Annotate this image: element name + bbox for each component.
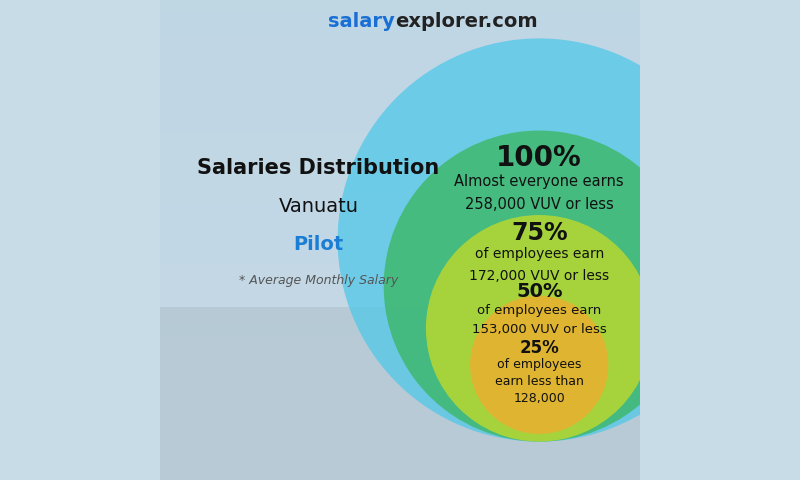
Text: 153,000 VUV or less: 153,000 VUV or less: [472, 324, 606, 336]
Bar: [160, 144, 640, 156]
Bar: [160, 468, 640, 480]
Bar: [160, 12, 640, 24]
Bar: [160, 168, 640, 180]
Bar: [160, 360, 640, 372]
Bar: [160, 307, 640, 480]
Text: Pilot: Pilot: [294, 235, 343, 254]
Text: Vanuatu: Vanuatu: [278, 197, 358, 216]
Text: explorer.com: explorer.com: [395, 12, 538, 31]
Bar: [160, 204, 640, 216]
Bar: [160, 108, 640, 120]
Bar: [160, 120, 640, 132]
Bar: [160, 180, 640, 192]
Text: 25%: 25%: [519, 338, 559, 357]
Text: of employees earn: of employees earn: [474, 247, 604, 262]
Bar: [160, 252, 640, 264]
Bar: [160, 96, 640, 108]
Text: 75%: 75%: [511, 221, 567, 245]
Text: of employees: of employees: [497, 358, 582, 371]
Bar: [160, 348, 640, 360]
Text: 100%: 100%: [496, 144, 582, 172]
Bar: [160, 372, 640, 384]
Bar: [160, 276, 640, 288]
Bar: [160, 60, 640, 72]
Bar: [160, 300, 640, 312]
Text: Salaries Distribution: Salaries Distribution: [198, 158, 439, 178]
Bar: [160, 24, 640, 36]
Text: 128,000: 128,000: [514, 392, 565, 405]
Bar: [160, 324, 640, 336]
Text: 50%: 50%: [516, 282, 562, 301]
Text: of employees earn: of employees earn: [477, 304, 602, 317]
Text: * Average Monthly Salary: * Average Monthly Salary: [238, 274, 398, 287]
Bar: [160, 264, 640, 276]
Text: Almost everyone earns: Almost everyone earns: [454, 174, 624, 189]
Bar: [160, 336, 640, 348]
Text: salary: salary: [329, 12, 395, 31]
Text: 258,000 VUV or less: 258,000 VUV or less: [465, 197, 614, 212]
Bar: [160, 384, 640, 396]
Bar: [160, 228, 640, 240]
Bar: [160, 72, 640, 84]
Bar: [160, 312, 640, 324]
Bar: [160, 240, 640, 252]
Bar: [160, 396, 640, 408]
Circle shape: [426, 215, 653, 442]
Bar: [160, 432, 640, 444]
Circle shape: [384, 131, 694, 442]
Bar: [160, 48, 640, 60]
Bar: [160, 192, 640, 204]
Bar: [160, 444, 640, 456]
Bar: [160, 36, 640, 48]
Circle shape: [338, 38, 741, 442]
Circle shape: [470, 296, 608, 434]
Bar: [160, 156, 640, 168]
Bar: [160, 216, 640, 228]
Text: earn less than: earn less than: [494, 375, 584, 388]
Bar: [160, 456, 640, 468]
Bar: [160, 288, 640, 300]
Text: 172,000 VUV or less: 172,000 VUV or less: [469, 268, 610, 283]
Bar: [160, 420, 640, 432]
Bar: [160, 408, 640, 420]
Bar: [160, 132, 640, 144]
Bar: [160, 84, 640, 96]
Bar: [160, 0, 640, 12]
